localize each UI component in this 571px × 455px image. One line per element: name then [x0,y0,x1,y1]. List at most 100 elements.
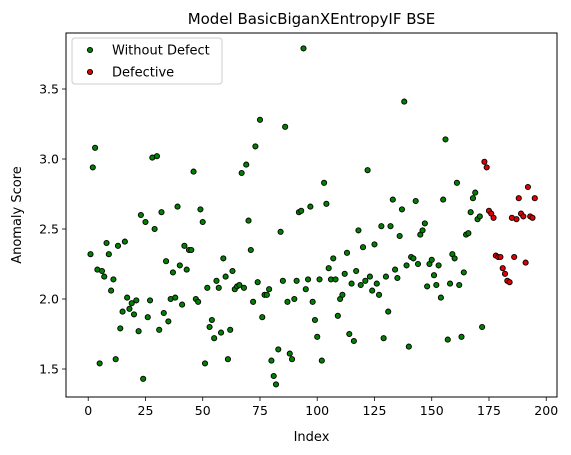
x-tick-label: 175 [477,403,501,418]
data-point [396,232,403,240]
data-point [279,277,286,284]
data-point [300,45,307,52]
data-point [144,314,151,321]
data-point [174,203,181,210]
data-point [479,323,486,331]
data-point [204,284,211,291]
legend-label: Without Defect [112,44,210,59]
y-tick-label: 2.5 [39,222,59,237]
data-point [520,213,527,220]
legend-marker [86,68,94,76]
data-point [451,255,458,262]
data-point [252,143,259,150]
data-point [369,287,376,294]
data-point [490,214,497,221]
y-tick-label: 3.5 [39,82,59,97]
data-point [188,246,195,254]
data-point [394,274,401,282]
data-point [465,230,472,237]
data-point [309,298,316,305]
data-point [268,357,275,364]
data-point [444,336,451,343]
data-point [437,294,444,301]
data-point [275,346,282,353]
data-point [284,298,291,305]
data-point [146,297,154,304]
data-point [419,227,426,234]
data-point [270,372,277,380]
data-point [321,179,328,186]
data-point [350,337,357,345]
data-point [522,259,529,266]
legend-box [71,37,223,85]
data-point [364,167,371,174]
data-point [263,291,270,298]
data-point [346,330,353,338]
data-point [424,283,431,290]
data-point [403,262,410,269]
data-point [366,273,373,280]
data-point [133,297,140,304]
x-tick-label: 200 [534,403,558,418]
legend-marker [86,46,94,54]
data-point [112,356,119,363]
data-point [238,169,245,177]
data-point [382,273,389,280]
data-point [245,217,252,224]
data-point [323,200,330,207]
data-point [362,277,369,284]
data-point [433,281,440,289]
plot-area [87,45,538,388]
data-point [190,168,197,175]
data-point [101,273,108,280]
data-point [339,291,346,298]
data-point [373,280,380,287]
plot-frame [65,32,558,398]
x-tick-label: 25 [138,403,154,418]
data-point [389,196,396,203]
data-point [151,225,158,233]
data-point [531,195,538,202]
data-point [472,189,479,196]
data-point [87,251,94,258]
data-point [288,356,296,363]
data-point [501,270,509,277]
data-point [398,206,406,213]
data-point [469,195,477,202]
data-point [456,281,463,289]
data-point [183,266,190,273]
data-point [119,308,126,315]
data-point [497,253,504,261]
data-point [506,279,513,286]
x-tick-label: 0 [84,403,92,418]
y-axis-label: Anomaly Score [10,166,25,264]
data-point [293,277,300,284]
data-point [89,164,96,171]
data-point [348,280,355,287]
data-point [211,335,218,342]
data-point [158,209,165,216]
data-point [298,207,305,214]
data-point [105,251,112,258]
data-point [378,223,385,230]
data-point [405,343,412,350]
data-point [412,197,419,205]
data-point [332,276,339,283]
data-point [341,270,348,277]
data-point [524,183,531,191]
data-point [206,323,213,331]
data-point [156,326,163,333]
data-point [227,326,234,333]
data-point [421,220,428,227]
data-point [114,242,122,249]
chart-title: Model BasicBiganXEntropyIF BSE [188,10,436,28]
data-point [176,262,183,269]
data-point [430,272,438,279]
data-point [286,350,293,357]
data-point [117,325,124,332]
data-point [414,260,422,268]
data-point [359,244,367,251]
data-point [229,267,236,275]
data-point [428,256,435,263]
